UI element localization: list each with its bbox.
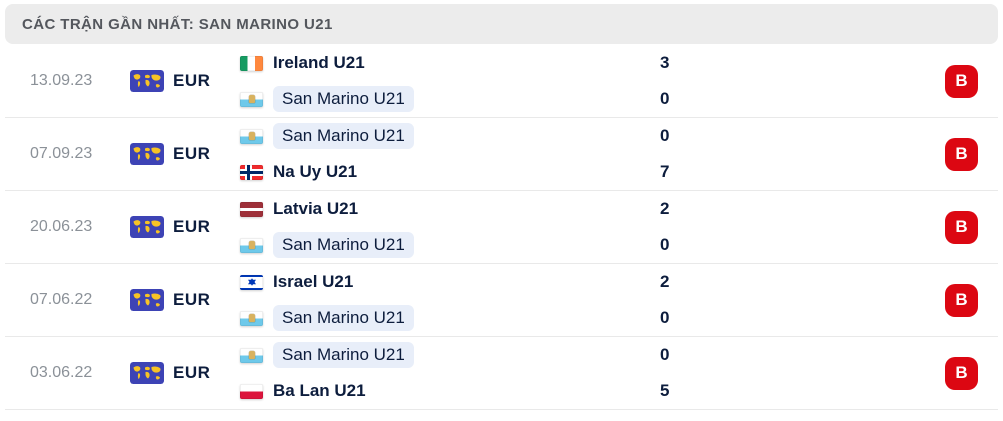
san-marino-flag-icon (240, 347, 263, 363)
scores-column: 3 0 (660, 45, 945, 117)
home-score: 0 (660, 345, 670, 364)
result-column: B (945, 45, 998, 117)
away-score: 0 (660, 89, 670, 108)
result-column: B (945, 337, 998, 409)
eur-world-map-icon (130, 362, 164, 384)
match-date: 03.06.22 (30, 364, 93, 381)
home-team-name: Ireland U21 (273, 53, 365, 72)
competition-label: EUR (173, 290, 211, 309)
match-list: 13.09.23 EUR Ireland U21 San Marino U21 … (0, 45, 1003, 410)
israel-flag-icon (240, 274, 263, 290)
ireland-flag-icon (240, 55, 263, 71)
match-date: 07.09.23 (30, 145, 93, 162)
latvia-flag-icon (240, 201, 263, 217)
san-marino-flag-icon (240, 91, 263, 107)
eur-world-map-icon (130, 70, 164, 92)
loss-result-badge: B (945, 137, 978, 171)
eur-world-map-icon (130, 216, 164, 238)
result-column: B (945, 191, 998, 263)
match-row[interactable]: 20.06.23 EUR Latvia U21 San Marino U21 2… (5, 191, 998, 264)
match-row[interactable]: 07.06.22 EUR Israel U21 San Marino U21 2… (5, 264, 998, 337)
match-row[interactable]: 07.09.23 EUR San Marino U21 Na Uy U21 0 … (5, 118, 998, 191)
norway-flag-icon (240, 164, 263, 180)
competition: EUR (130, 45, 240, 117)
competition-label: EUR (173, 144, 211, 163)
scores-column: 2 0 (660, 191, 945, 263)
loss-result-badge: B (945, 356, 978, 390)
teams-column: San Marino U21 Ba Lan U21 (240, 337, 660, 409)
loss-result-badge: B (945, 64, 978, 98)
recent-matches-widget: CÁC TRẬN GẦN NHẤT: SAN MARINO U21 13.09.… (0, 4, 1003, 421)
match-row[interactable]: 13.09.23 EUR Ireland U21 San Marino U21 … (5, 45, 998, 118)
eur-world-map-icon (130, 289, 164, 311)
home-team-line: San Marino U21 (240, 337, 660, 373)
match-date: 13.09.23 (30, 72, 93, 89)
home-score: 2 (660, 272, 670, 291)
poland-flag-icon (240, 383, 263, 399)
competition-label: EUR (173, 363, 211, 382)
scores-column: 0 7 (660, 118, 945, 190)
home-score: 2 (660, 199, 670, 218)
away-score: 5 (660, 381, 670, 400)
san-marino-flag-icon (240, 237, 263, 253)
match-date: 20.06.23 (30, 218, 93, 235)
eur-world-map-icon (130, 143, 164, 165)
away-team-line: Ba Lan U21 (240, 373, 660, 409)
teams-column: Israel U21 San Marino U21 (240, 264, 660, 336)
home-team-name: Latvia U21 (273, 199, 359, 218)
widget-header: CÁC TRẬN GẦN NHẤT: SAN MARINO U21 (5, 4, 998, 44)
competition: EUR (130, 118, 240, 190)
home-team-line: Israel U21 (240, 264, 660, 300)
away-score: 0 (660, 308, 670, 327)
match-date: 07.06.22 (30, 291, 93, 308)
teams-column: San Marino U21 Na Uy U21 (240, 118, 660, 190)
home-team-name: Israel U21 (273, 272, 354, 291)
result-column: B (945, 264, 998, 336)
widget-title: CÁC TRẬN GẦN NHẤT: SAN MARINO U21 (22, 15, 333, 33)
match-row[interactable]: 03.06.22 EUR San Marino U21 Ba Lan U21 0… (5, 337, 998, 410)
competition-label: EUR (173, 71, 211, 90)
result-column: B (945, 118, 998, 190)
away-team-name-highlighted: San Marino U21 (273, 232, 414, 258)
competition: EUR (130, 264, 240, 336)
home-team-line: Latvia U21 (240, 191, 660, 227)
scores-column: 0 5 (660, 337, 945, 409)
away-team-name-highlighted: San Marino U21 (273, 86, 414, 112)
home-score: 0 (660, 126, 670, 145)
competition-label: EUR (173, 217, 211, 236)
teams-column: Ireland U21 San Marino U21 (240, 45, 660, 117)
home-team-name-highlighted: San Marino U21 (273, 123, 414, 149)
away-team-name-highlighted: San Marino U21 (273, 305, 414, 331)
loss-result-badge: B (945, 283, 978, 317)
scores-column: 2 0 (660, 264, 945, 336)
home-team-name-highlighted: San Marino U21 (273, 342, 414, 368)
away-team-line: San Marino U21 (240, 227, 660, 263)
away-team-name: Ba Lan U21 (273, 381, 366, 400)
home-score: 3 (660, 53, 670, 72)
san-marino-flag-icon (240, 128, 263, 144)
away-team-line: San Marino U21 (240, 81, 660, 117)
away-team-line: Na Uy U21 (240, 154, 660, 190)
home-team-line: Ireland U21 (240, 45, 660, 81)
competition: EUR (130, 191, 240, 263)
away-score: 0 (660, 235, 670, 254)
away-team-line: San Marino U21 (240, 300, 660, 336)
loss-result-badge: B (945, 210, 978, 244)
san-marino-flag-icon (240, 310, 263, 326)
competition: EUR (130, 337, 240, 409)
home-team-line: San Marino U21 (240, 118, 660, 154)
teams-column: Latvia U21 San Marino U21 (240, 191, 660, 263)
away-team-name: Na Uy U21 (273, 162, 358, 181)
away-score: 7 (660, 162, 670, 181)
